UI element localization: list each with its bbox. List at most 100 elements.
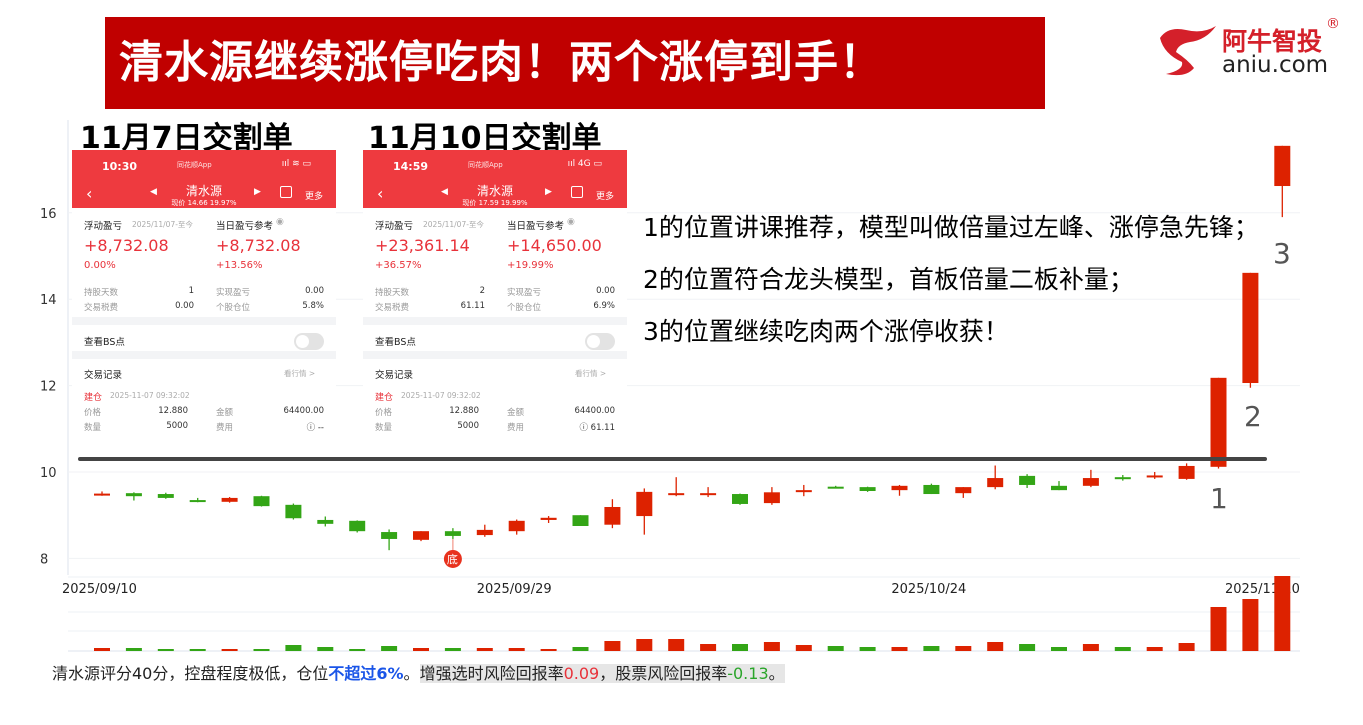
footer-text: ，股票风险回报率 — [599, 664, 728, 683]
volume-bar — [636, 639, 653, 651]
today-pl-pct: +19.99% — [507, 260, 554, 271]
x-tick-label: 2025/09/10 — [62, 582, 137, 597]
today-pl-value: +14,650.00 — [507, 236, 602, 255]
volume-bar — [604, 641, 621, 651]
volume-bar — [732, 644, 748, 651]
bs-points-toggle[interactable] — [585, 333, 615, 350]
qty-label: 数量 — [375, 423, 393, 433]
annotation-3: 3的位置继续吃肉两个涨停收获！ — [643, 317, 1009, 346]
trade-type: 建仓 — [84, 393, 103, 403]
stock-name: 清水源 — [476, 184, 513, 198]
eye-icon[interactable]: ◉ — [567, 217, 575, 227]
volume-bar — [381, 646, 398, 651]
volume-bar — [349, 649, 366, 651]
next-stock-icon[interactable]: ▶ — [545, 187, 552, 197]
y-tick-label: 16 — [40, 207, 57, 222]
back-icon[interactable]: ‹ — [377, 184, 384, 203]
next-stock-icon[interactable]: ▶ — [254, 187, 261, 197]
marker-1: 1 — [1210, 482, 1228, 515]
candle-body — [795, 490, 812, 493]
volume-bar — [413, 648, 429, 651]
candle-body — [1274, 145, 1291, 187]
more-button[interactable]: 更多 — [596, 192, 615, 202]
timing-risk-return: 0.09 — [563, 664, 600, 683]
volume-bar — [476, 648, 493, 651]
position-label: 个股仓位 — [507, 303, 542, 313]
volume-bar — [1210, 607, 1227, 651]
volume-bar — [1019, 644, 1036, 651]
prev-stock-icon[interactable]: ◀ — [150, 187, 157, 197]
stock-risk-return: -0.13 — [727, 664, 769, 683]
volume-bar — [891, 647, 908, 651]
app-name: 同花顺App — [468, 161, 503, 169]
volume-bar — [253, 649, 270, 651]
x-tick-label: 2025/10/24 — [891, 582, 966, 597]
amount-label: 金额 — [216, 408, 234, 418]
candle-body — [827, 486, 844, 489]
candle-body — [1146, 475, 1163, 478]
trade-amount: 64400.00 — [283, 406, 324, 416]
candle-body — [1178, 465, 1195, 479]
status-time: 10:30 — [102, 160, 138, 173]
footer-text: 增强选时风险回报率 — [419, 664, 564, 683]
view-quote-link[interactable]: 看行情 > — [575, 369, 607, 378]
position-label: 个股仓位 — [216, 303, 251, 313]
share-icon[interactable] — [280, 186, 292, 198]
stock-price: 现价 14.66 19.97% — [171, 199, 237, 207]
bs-points-label: 查看BS点 — [375, 337, 416, 348]
app-header: 10:30 同花顺App ııl ≋ ▭ ‹ ◀ 清水源 现价 14.66 19… — [72, 150, 336, 208]
candle-body — [1210, 377, 1227, 467]
hold-days: 2 — [479, 286, 485, 296]
volume-bar — [923, 646, 940, 651]
trade-fee: ⓘ -- — [306, 423, 324, 433]
bs-points-toggle[interactable] — [294, 333, 324, 350]
candle-body — [157, 494, 174, 498]
volume-bar — [1114, 647, 1131, 651]
volume-bar — [987, 642, 1004, 651]
prev-stock-icon[interactable]: ◀ — [441, 187, 448, 197]
candle-body — [923, 484, 940, 495]
float-pl-value: +8,732.08 — [84, 236, 169, 255]
share-icon[interactable] — [571, 186, 583, 198]
candle-body — [285, 504, 302, 519]
candle-body — [891, 485, 908, 491]
candle-body — [444, 531, 461, 536]
candle-body — [955, 487, 972, 494]
footer-note: 清水源评分40分，控盘程度极低，仓位不超过6%。增强选时风险回报率0.09，股票… — [52, 660, 785, 684]
trade-price: 12.880 — [158, 406, 188, 416]
trade-amount: 64400.00 — [574, 406, 615, 416]
annotation-1: 1的位置讲课推荐，模型叫做倍量过左峰、涨停急先锋； — [643, 213, 1259, 242]
volume-bar — [1082, 644, 1099, 651]
candle-body — [413, 531, 429, 540]
view-quote-link[interactable]: 看行情 > — [284, 369, 316, 378]
candle-body — [221, 497, 238, 502]
volume-bar — [1178, 643, 1195, 651]
signal-icon: ııl 4G ▭ — [567, 159, 602, 169]
float-pl-date: 2025/11/07-至今 — [423, 220, 484, 229]
candle-body — [253, 496, 270, 507]
more-button[interactable]: 更多 — [305, 192, 324, 202]
today-pl-value: +8,732.08 — [216, 236, 301, 255]
tax-label: 交易税费 — [84, 303, 119, 313]
tax-value: 0.00 — [175, 301, 194, 311]
volume-bar — [795, 645, 812, 651]
realized-label: 实现盈亏 — [216, 288, 251, 298]
marker-3: 3 — [1273, 237, 1291, 270]
price-label: 价格 — [84, 408, 102, 418]
back-icon[interactable]: ‹ — [86, 184, 93, 203]
trade-screenshot-nov7: 10:30 同花顺App ııl ≋ ▭ ‹ ◀ 清水源 现价 14.66 19… — [72, 150, 336, 455]
candle-body — [540, 517, 557, 520]
footer-text: 。 — [768, 664, 785, 683]
qty-label: 数量 — [84, 423, 102, 433]
fee-label: 费用 — [216, 423, 234, 433]
app-header: 14:59 同花顺App ııl 4G ▭ ‹ ◀ 清水源 现价 17.59 1… — [363, 150, 627, 208]
status-time: 14:59 — [393, 160, 429, 173]
eye-icon[interactable]: ◉ — [276, 217, 284, 227]
bottom-marker — [443, 549, 462, 568]
trade-qty: 5000 — [457, 421, 479, 431]
price-label: 价格 — [375, 408, 393, 418]
tax-value: 61.11 — [460, 301, 485, 311]
y-tick-label: 14 — [40, 293, 57, 308]
float-pl-date: 2025/11/07-至今 — [132, 220, 193, 229]
fee-label: 费用 — [507, 423, 525, 433]
